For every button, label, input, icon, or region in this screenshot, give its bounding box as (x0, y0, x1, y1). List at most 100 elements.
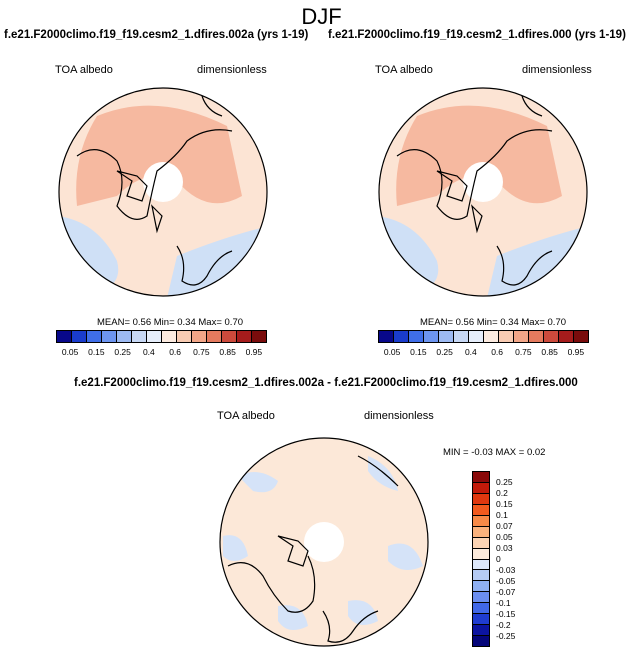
diff-colorbar-swatch (473, 493, 489, 505)
panel-1-high-albedo-region (76, 105, 243, 206)
panel-1-variable-label: TOA albedo (55, 64, 113, 76)
panel-1-colorbar-swatch (72, 331, 87, 342)
diff-panel-stats: MIN = -0.03 MAX = 0.02 (443, 447, 546, 458)
panel-2-pole-cap (463, 162, 503, 202)
diff-colorbar-swatch (473, 570, 489, 582)
diff-colorbar-tick-label: -0.03 (496, 564, 516, 575)
diff-colorbar-swatch (473, 614, 489, 626)
diff-colorbar-tick-label: -0.15 (496, 608, 516, 619)
panel-2-colorbar-swatch (394, 331, 409, 342)
panel-1-polar-map (58, 87, 268, 297)
diff-colorbar-tick-label: 0.25 (496, 476, 513, 487)
panel-1-colorbar-swatch (102, 331, 117, 342)
diff-colorbar (472, 471, 490, 647)
panel-2-polar-map (378, 87, 588, 297)
panel-1-colorbar-swatch (162, 331, 177, 342)
panel-2-colorbar-swatch (529, 331, 544, 342)
diff-colorbar-tick-label: 0.03 (496, 542, 513, 553)
panel-2-colorbar-tick-label: 0.85 (541, 347, 558, 357)
diff-colorbar-swatch (473, 515, 489, 527)
panel-2-high-albedo-region (396, 105, 562, 206)
diff-colorbar-swatch (473, 592, 489, 604)
panel-1-colorbar-swatch (192, 331, 207, 342)
diff-colorbar-tick-label: 0 (496, 553, 501, 564)
panel-1-map-border (58, 87, 268, 297)
panel-2-colorbar-swatch (439, 331, 454, 342)
panel-2-colorbar-swatch (409, 331, 424, 342)
panel-1-stats: MEAN= 0.56 Min= 0.34 Max= 0.70 (97, 317, 244, 328)
diff-colorbar-swatch (473, 559, 489, 571)
panel-2-colorbar-tick-label: 0.25 (436, 347, 453, 357)
diff-negative-patch-2 (368, 456, 398, 491)
diff-colorbar-swatch (473, 603, 489, 615)
panel-2-colorbar-swatch (454, 331, 469, 342)
panel-2-colorbar-tick-label: 0.95 (567, 347, 585, 357)
season-title: DJF (301, 4, 342, 29)
diff-colorbar-tick-label: -0.05 (496, 575, 516, 586)
panel-1-colorbar-tick-label: 0.25 (114, 347, 131, 357)
panel-2-variable-label: TOA albedo (375, 64, 433, 76)
diff-coastline-asia (357, 455, 399, 487)
panel-1-title: f.e21.F2000climo.f19_f19.cesm2_1.dfires.… (4, 29, 309, 41)
diff-colorbar-swatch (473, 548, 489, 560)
panel-2-colorbar (378, 330, 589, 343)
panel-2-colorbar-swatch (379, 331, 394, 342)
panel-2-units-label: dimensionless (522, 64, 592, 76)
panel-1-colorbar-tick-label: 0.85 (219, 347, 236, 357)
panel-2-colorbar-swatch (499, 331, 514, 342)
panel-1-colorbar-swatch (237, 331, 252, 342)
panel-2-colorbar-swatch (559, 331, 574, 342)
panel-1-colorbar-tick-label: 0.6 (169, 347, 182, 357)
diff-colorbar-tick-label: -0.1 (496, 597, 511, 608)
diff-colorbar-ticks: 0.25 0.2 0.15 0.1 0.07 0.05 0.03 0 -0.03 -0.05 -0.… (496, 476, 515, 641)
panel-2-title: f.e21.F2000climo.f19_f19.cesm2_1.dfires.… (328, 29, 626, 41)
panel-2-colorbar-tick-label: 0.6 (491, 347, 504, 357)
panel-1-coastline-archipelago (116, 170, 163, 234)
diff-colorbar-tick-label: 0.05 (496, 531, 513, 542)
panel-2-colorbar-tick-label: 0.75 (515, 347, 532, 357)
panel-1-colorbar-swatch (177, 331, 192, 342)
panel-2-colorbar-tick-label: 0.4 (464, 347, 477, 357)
panel-1-pole-cap (143, 162, 183, 202)
panel-1-colorbar-swatch (87, 331, 102, 342)
panel-1-colorbar-tick-label: 0.75 (193, 347, 210, 357)
panel-2-coastline-north-america (396, 129, 553, 220)
diff-colorbar-swatch (473, 504, 489, 516)
panel-1-colorbar (56, 330, 267, 343)
diff-colorbar-tick-label: 0.15 (496, 498, 513, 509)
panel-1-colorbar-ticks: 0.05 0.15 0.25 0.4 0.6 0.75 0.85 0.95 (57, 347, 267, 357)
diff-negative-patch-3 (223, 535, 248, 561)
panel-2-colorbar-ticks: 0.05 0.15 0.25 0.4 0.6 0.75 0.85 0.95 (379, 347, 589, 357)
panel-2-colorbar-swatch (484, 331, 499, 342)
panel-1-colorbar-swatch (117, 331, 132, 342)
diff-colorbar-swatch (473, 472, 489, 483)
panel-1-coastline-asia (201, 95, 223, 117)
diff-colorbar-tick-label: -0.2 (496, 619, 511, 630)
diff-colorbar-swatch (473, 625, 489, 637)
panel-1-coastline-north-america (76, 129, 233, 220)
diff-colorbar-swatch (473, 537, 489, 549)
diff-negative-patch-1 (238, 472, 278, 493)
panel-2-colorbar-swatch (544, 331, 559, 342)
panel-1-coastline-europe (176, 245, 233, 286)
panel-2-map-border (378, 87, 588, 297)
panel-1-colorbar-tick-label: 0.05 (61, 347, 79, 357)
diff-colorbar-tick-label: 0.07 (496, 520, 513, 531)
diff-panel-units-label: dimensionless (364, 410, 434, 422)
diff-colorbar-tick-label: -0.25 (496, 630, 516, 641)
diff-panel-title: f.e21.F2000climo.f19_f19.cesm2_1.dfires.… (74, 377, 578, 389)
panel-2-colorbar-swatch (574, 331, 588, 342)
diff-colorbar-tick-label: 0.2 (496, 487, 508, 498)
diff-negative-patch-6 (348, 600, 378, 625)
diff-colorbar-swatch (473, 482, 489, 494)
diff-colorbar-swatch (473, 636, 489, 646)
panel-2-coastline-archipelago (436, 170, 483, 234)
panel-1-colorbar-tick-label: 0.15 (88, 347, 105, 357)
panel-2-coastline-asia (521, 95, 543, 117)
panel-2-colorbar-swatch (469, 331, 484, 342)
panel-1-colorbar-tick-label: 0.95 (245, 347, 263, 357)
diff-colorbar-tick-label: 0.1 (496, 509, 508, 520)
panel-1-units-label: dimensionless (197, 64, 267, 76)
panel-1-colorbar-swatch (207, 331, 222, 342)
diff-negative-patch-4 (388, 543, 423, 570)
